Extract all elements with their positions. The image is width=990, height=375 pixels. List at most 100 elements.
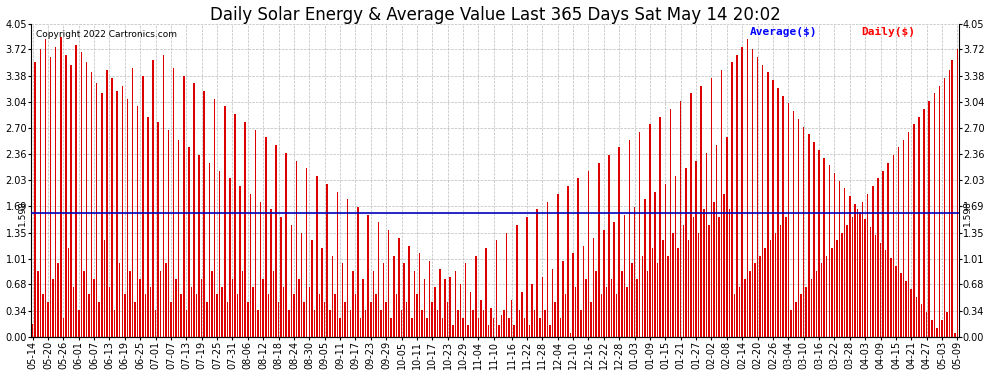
Bar [345,302,346,337]
Bar [472,310,474,337]
Bar [864,219,866,337]
Bar [380,310,382,337]
Bar [111,78,113,337]
Bar [140,279,141,337]
Bar [737,55,738,337]
Bar [191,286,192,337]
Bar [383,264,384,337]
Bar [477,318,479,337]
Bar [811,279,812,337]
Bar [595,271,597,337]
Bar [309,286,310,337]
Bar [572,254,574,337]
Bar [846,225,848,337]
Bar [104,240,105,337]
Bar [185,310,187,337]
Bar [872,186,873,337]
Bar [532,284,533,337]
Bar [135,302,136,337]
Bar [278,302,279,337]
Bar [457,310,458,337]
Bar [265,137,266,337]
Bar [496,240,497,337]
Bar [943,78,945,337]
Bar [403,264,405,337]
Bar [167,130,169,337]
Bar [582,246,584,337]
Bar [204,91,205,337]
Bar [293,294,295,337]
Bar [117,91,118,337]
Bar [178,140,179,337]
Bar [357,207,358,337]
Bar [316,176,318,337]
Bar [813,142,815,337]
Bar [377,222,379,337]
Bar [885,250,886,337]
Bar [800,294,802,337]
Bar [777,88,779,337]
Bar [193,83,195,337]
Bar [775,232,776,337]
Bar [96,83,97,337]
Bar [874,235,876,337]
Bar [83,271,84,337]
Bar [575,286,576,337]
Bar [819,150,820,337]
Bar [903,140,904,337]
Bar [624,215,625,337]
Bar [537,209,538,337]
Bar [224,106,226,337]
Bar [388,230,389,337]
Bar [839,181,841,337]
Bar [249,194,251,337]
Bar [40,49,41,337]
Bar [485,248,487,337]
Bar [746,39,748,337]
Bar [767,72,768,337]
Bar [843,188,845,337]
Bar [409,246,410,337]
Bar [913,124,915,337]
Bar [375,294,376,337]
Bar [459,284,461,337]
Bar [577,178,579,337]
Bar [806,286,807,337]
Bar [162,55,164,337]
Bar [73,286,74,337]
Bar [949,70,950,337]
Bar [270,209,271,337]
Bar [454,271,456,337]
Bar [729,209,731,337]
Bar [642,256,644,337]
Bar [50,57,51,337]
Bar [306,168,308,337]
Bar [180,294,182,337]
Bar [621,271,623,337]
Bar [616,294,618,337]
Bar [437,310,439,337]
Bar [440,269,441,337]
Bar [414,271,415,337]
Bar [214,99,215,337]
Bar [119,264,121,337]
Bar [657,264,658,337]
Bar [432,302,433,337]
Bar [939,86,940,337]
Bar [165,264,166,337]
Bar [542,277,544,337]
Bar [882,171,884,337]
Bar [367,215,369,337]
Bar [701,86,702,337]
Text: Daily($): Daily($) [861,27,916,37]
Bar [580,310,581,337]
Bar [449,277,450,337]
Bar [285,153,287,337]
Bar [754,264,755,337]
Bar [567,186,569,337]
Bar [798,119,799,337]
Bar [685,168,687,337]
Bar [672,232,674,337]
Bar [772,80,774,337]
Bar [601,294,602,337]
